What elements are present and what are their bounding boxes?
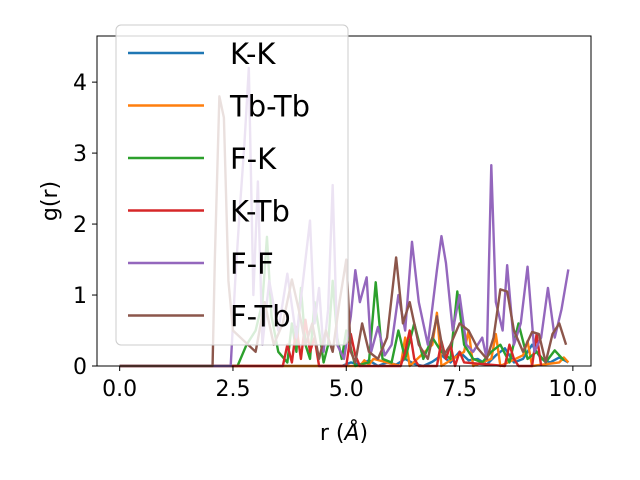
x-tick-label: 5.0 xyxy=(329,377,364,402)
series-lines xyxy=(119,66,570,368)
y-tick-label: 3 xyxy=(73,142,87,167)
x-axis-ticks: 0.0 2.5 5.0 7.5 10.0 xyxy=(102,366,597,402)
y-tick-label: 2 xyxy=(73,213,87,238)
x-tick-label: 7.5 xyxy=(442,377,477,402)
series-line-tb-tb xyxy=(119,311,570,368)
legend-label-k-k: K-K xyxy=(230,37,276,71)
y-tick-label: 0 xyxy=(73,355,87,380)
x-tick-label: 10.0 xyxy=(548,377,597,402)
legend-label-k-tb: K-Tb xyxy=(230,195,290,229)
x-axis-label-suffix: ) xyxy=(360,421,369,446)
x-tick-label: 2.5 xyxy=(215,377,250,402)
legend-label-f-f: F-F xyxy=(230,247,274,281)
y-axis-ticks: 0 1 2 3 4 xyxy=(73,71,97,380)
series-line-k-tb xyxy=(119,318,543,368)
legend-label-f-tb: F-Tb xyxy=(230,300,291,334)
legend-label-tb-tb: Tb-Tb xyxy=(229,90,310,124)
y-tick-label: 4 xyxy=(73,71,87,96)
legend: K-K Tb-Tb F-K K-Tb F-F F-Tb xyxy=(115,24,349,346)
x-axis-label: r (Å) xyxy=(320,419,368,446)
x-axis-label-prefix: r ( xyxy=(320,421,345,446)
y-tick-label: 1 xyxy=(73,284,87,309)
x-tick-label: 0.0 xyxy=(102,377,137,402)
y-axis-label: g(r) xyxy=(38,181,63,221)
x-axis-label-unit: Å xyxy=(342,419,359,446)
legend-box xyxy=(115,24,349,346)
legend-label-f-k: F-K xyxy=(230,142,277,176)
